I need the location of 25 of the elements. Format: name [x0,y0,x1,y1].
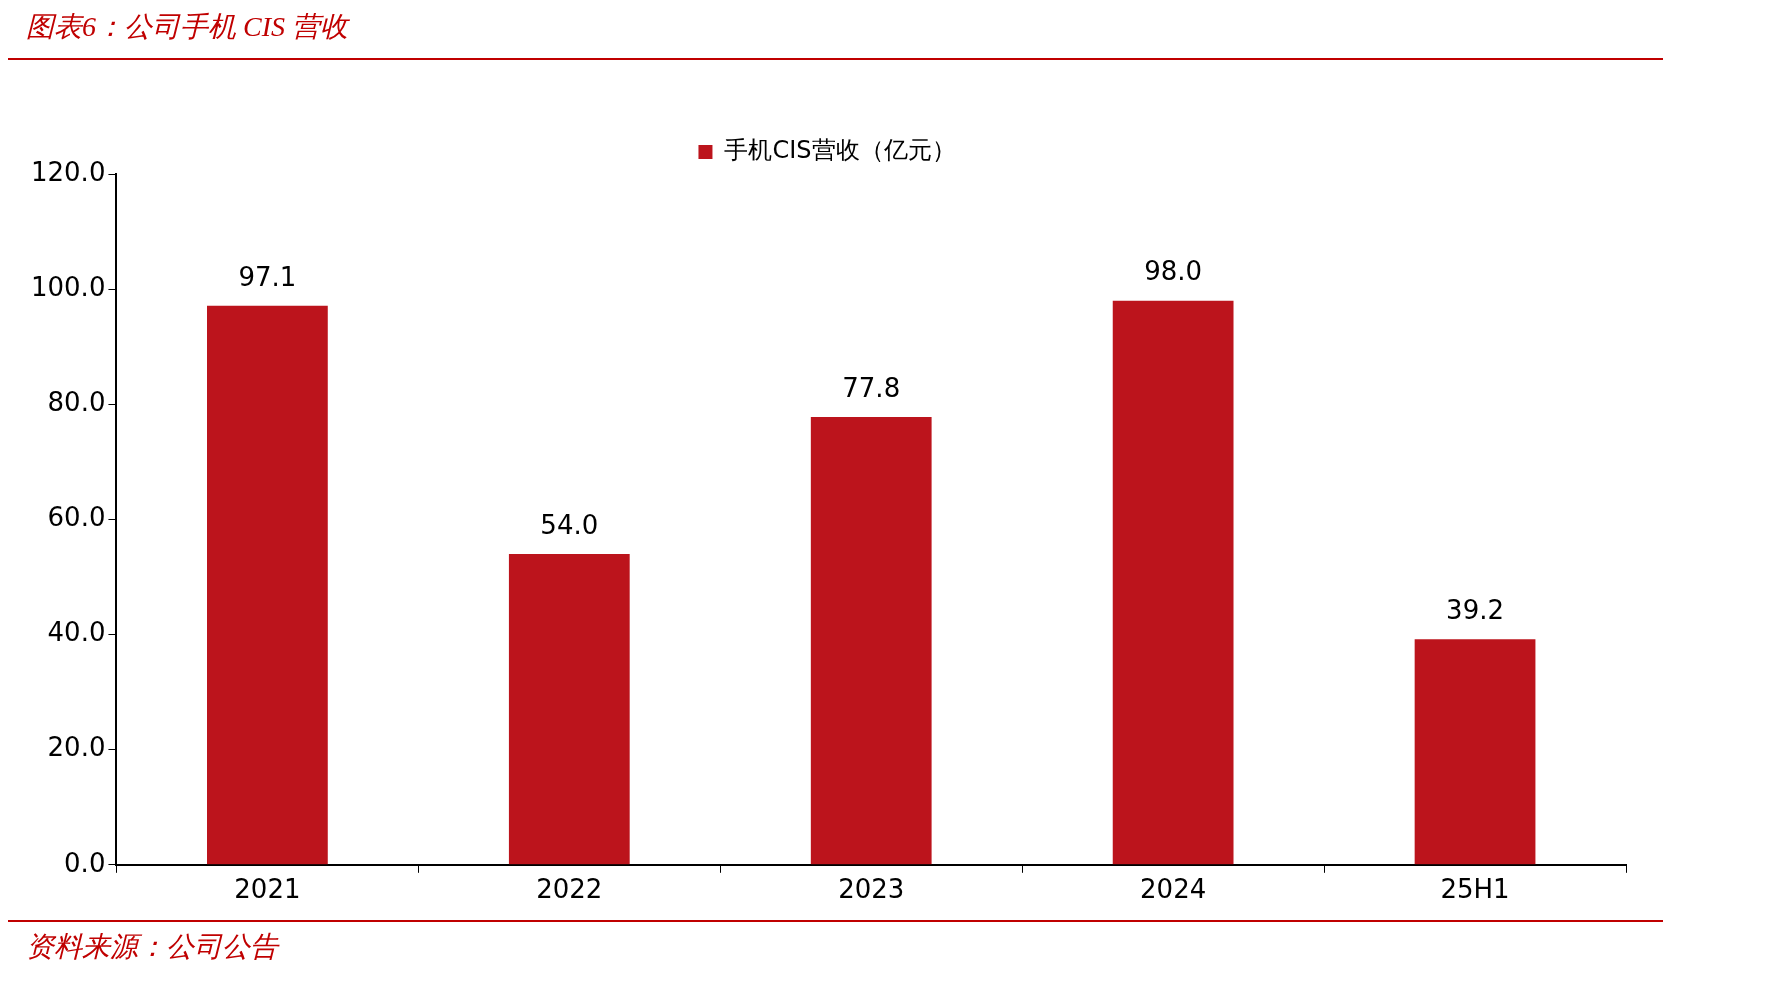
bar [1112,300,1234,865]
bar [810,416,932,865]
data-label: 97.1 [238,261,297,292]
x-tick-label: 25H1 [1440,874,1510,905]
bar [1414,639,1536,865]
x-tick-label: 2024 [1140,874,1207,905]
data-label: 54.0 [540,509,599,540]
y-tick-label: 80.0 [47,387,106,418]
y-tick-label: 100.0 [31,271,106,302]
data-label: 77.8 [842,372,901,403]
y-tick-label: 20.0 [47,732,106,763]
data-label: 39.2 [1446,594,1504,625]
text: 资料来源：公司公告 [25,930,281,964]
x-tick-label: 2021 [234,874,301,905]
y-tick-label: 120.0 [31,156,106,187]
y-tick-label: 40.0 [47,617,106,648]
legend-label: 手机CIS营收（亿元） [724,136,956,165]
bar [207,305,328,865]
data-label: 98.0 [1144,256,1203,287]
chart-title: 图表6：公司手机 CIS 营收 [25,10,351,44]
bar [508,553,630,865]
x-tick-label: 2022 [536,874,603,905]
y-tick-label: 60.0 [47,502,106,533]
y-tick-label: 0.0 [64,847,106,878]
x-tick-label: 2023 [838,874,905,905]
